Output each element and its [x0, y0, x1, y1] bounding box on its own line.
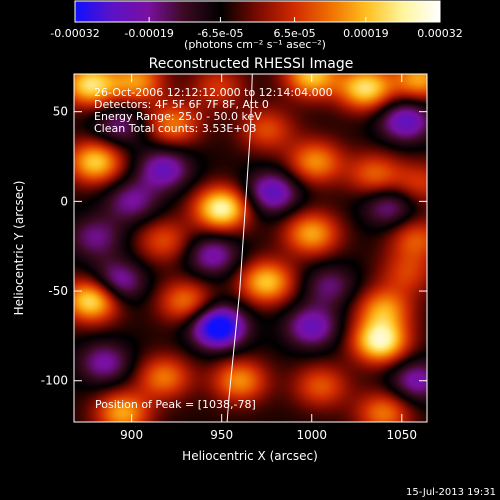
y-tick-label: 0 [60, 194, 68, 208]
colorbar-label: (photons cm⁻² s⁻¹ asec⁻²) [184, 38, 326, 51]
colorbar-tick-label: 0.00032 [417, 27, 463, 40]
colorbar [74, 0, 441, 23]
annotation-clean-counts: Clean Total counts: 3.53E+03 [94, 122, 257, 135]
colorbar-ticks: -0.00032 -0.00019 -6.5e-05 6.5e-05 0.00019 0.… [50, 17, 463, 40]
y-tick-label: -100 [41, 374, 68, 388]
colorbar-tick-label: -6.5e-05 [197, 27, 243, 40]
colorbar-tick-label: 6.5e-05 [273, 27, 315, 40]
y-tick-label: 50 [53, 105, 68, 119]
colorbar-tick-label: -0.00019 [124, 27, 173, 40]
y-axis-label: Heliocentric Y (arcsec) [12, 181, 26, 316]
colorbar-tick-label: 0.00019 [343, 27, 389, 40]
plot-frame [73, 73, 428, 423]
axis-ticks: 900 950 1000 1050 50 0 -50 -100 [41, 74, 427, 442]
x-tick-label: 900 [120, 428, 143, 442]
annotation-peak-position: Position of Peak = [1038,-78] [95, 398, 256, 411]
annotation-detectors: Detectors: 4F 5F 6F 7F 8F, Att 0 [94, 98, 269, 111]
x-axis-label: Heliocentric X (arcsec) [182, 449, 318, 463]
x-tick-label: 1000 [296, 428, 327, 442]
chart-title: Reconstructed RHESSI Image [149, 56, 354, 72]
x-tick-label: 1050 [387, 428, 418, 442]
solar-limb-line [226, 74, 253, 422]
x-tick-label: 950 [210, 428, 233, 442]
footer-date: 15-Jul-2013 19:31 [406, 487, 496, 498]
annotation-energy-range: Energy Range: 25.0 - 50.0 keV [94, 110, 262, 123]
colorbar-tick-label: -0.00032 [50, 27, 99, 40]
annotation-time-range: 26-Oct-2006 12:12:12.000 to 12:14:04.000 [94, 86, 333, 99]
y-tick-label: -50 [48, 284, 68, 298]
